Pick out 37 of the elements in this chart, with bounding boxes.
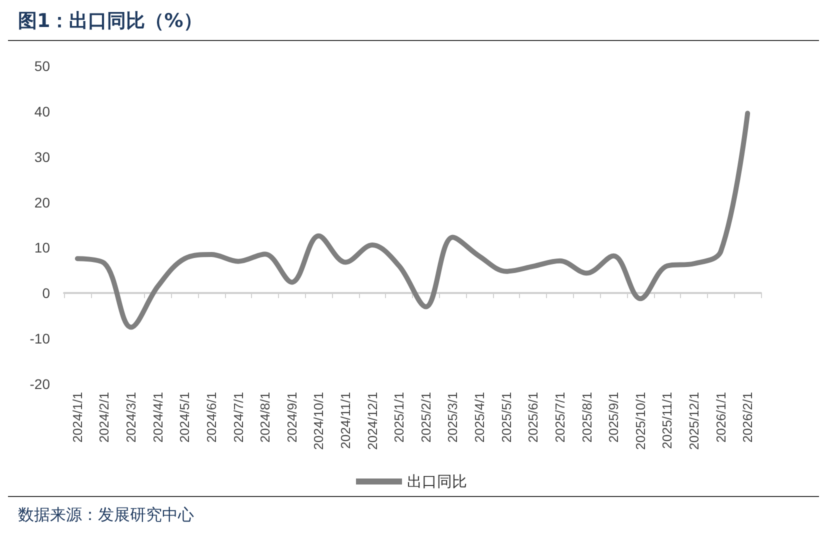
x-tick-label: 2025/5/1 bbox=[498, 392, 514, 443]
x-tick-label: 2024/4/1 bbox=[150, 392, 166, 443]
x-tick-label: 2024/5/1 bbox=[177, 392, 192, 443]
x-tick-label: 2025/2/1 bbox=[418, 392, 434, 443]
x-tick-label: 2024/8/1 bbox=[258, 392, 273, 443]
y-tick-label: -20 bbox=[30, 376, 50, 392]
x-tick-label: 2024/11/1 bbox=[338, 392, 353, 449]
legend-label: 出口同比 bbox=[407, 472, 467, 490]
x-tick-label: 2025/1/1 bbox=[392, 392, 407, 443]
x-tick-label: 2024/1/1 bbox=[70, 392, 85, 443]
x-tick-label: 2025/12/1 bbox=[686, 392, 702, 450]
x-tick-label: 2025/3/1 bbox=[445, 392, 460, 443]
x-tick-label: 2025/6/1 bbox=[526, 392, 541, 443]
x-tick-label: 2026/1/1 bbox=[713, 392, 728, 443]
x-tick-label: 2024/10/1 bbox=[311, 392, 326, 450]
x-tick-label: 2024/3/1 bbox=[124, 392, 139, 443]
x-tick-label: 2025/9/1 bbox=[606, 392, 622, 443]
x-tick-label: 2024/9/1 bbox=[284, 392, 300, 443]
y-tick-label: -10 bbox=[30, 330, 50, 347]
y-tick-label: 30 bbox=[34, 148, 50, 165]
chart-title: 图1：出口同比（%） bbox=[17, 9, 202, 34]
x-tick-label: 2024/2/1 bbox=[96, 392, 112, 443]
x-tick-label: 2025/7/1 bbox=[552, 392, 568, 443]
x-tick-label: 2025/8/1 bbox=[579, 392, 594, 443]
y-tick-label: 40 bbox=[34, 103, 50, 120]
x-tick-label: 2024/6/1 bbox=[204, 392, 219, 443]
y-tick-label: 0 bbox=[42, 285, 50, 302]
x-tick-label: 2026/2/1 bbox=[740, 392, 756, 443]
x-tick-label: 2024/7/1 bbox=[230, 392, 246, 443]
y-tick-label: 50 bbox=[34, 58, 50, 74]
x-tick-label: 2025/10/1 bbox=[632, 392, 648, 450]
x-tick-label: 2024/12/1 bbox=[364, 392, 380, 450]
source-note: 数据来源：发展研究中心 bbox=[18, 505, 194, 524]
x-tick-label: 2025/4/1 bbox=[472, 392, 488, 443]
y-tick-label: 10 bbox=[34, 240, 50, 256]
y-tick-label: 20 bbox=[34, 194, 50, 210]
x-tick-label: 2025/11/1 bbox=[660, 392, 675, 449]
